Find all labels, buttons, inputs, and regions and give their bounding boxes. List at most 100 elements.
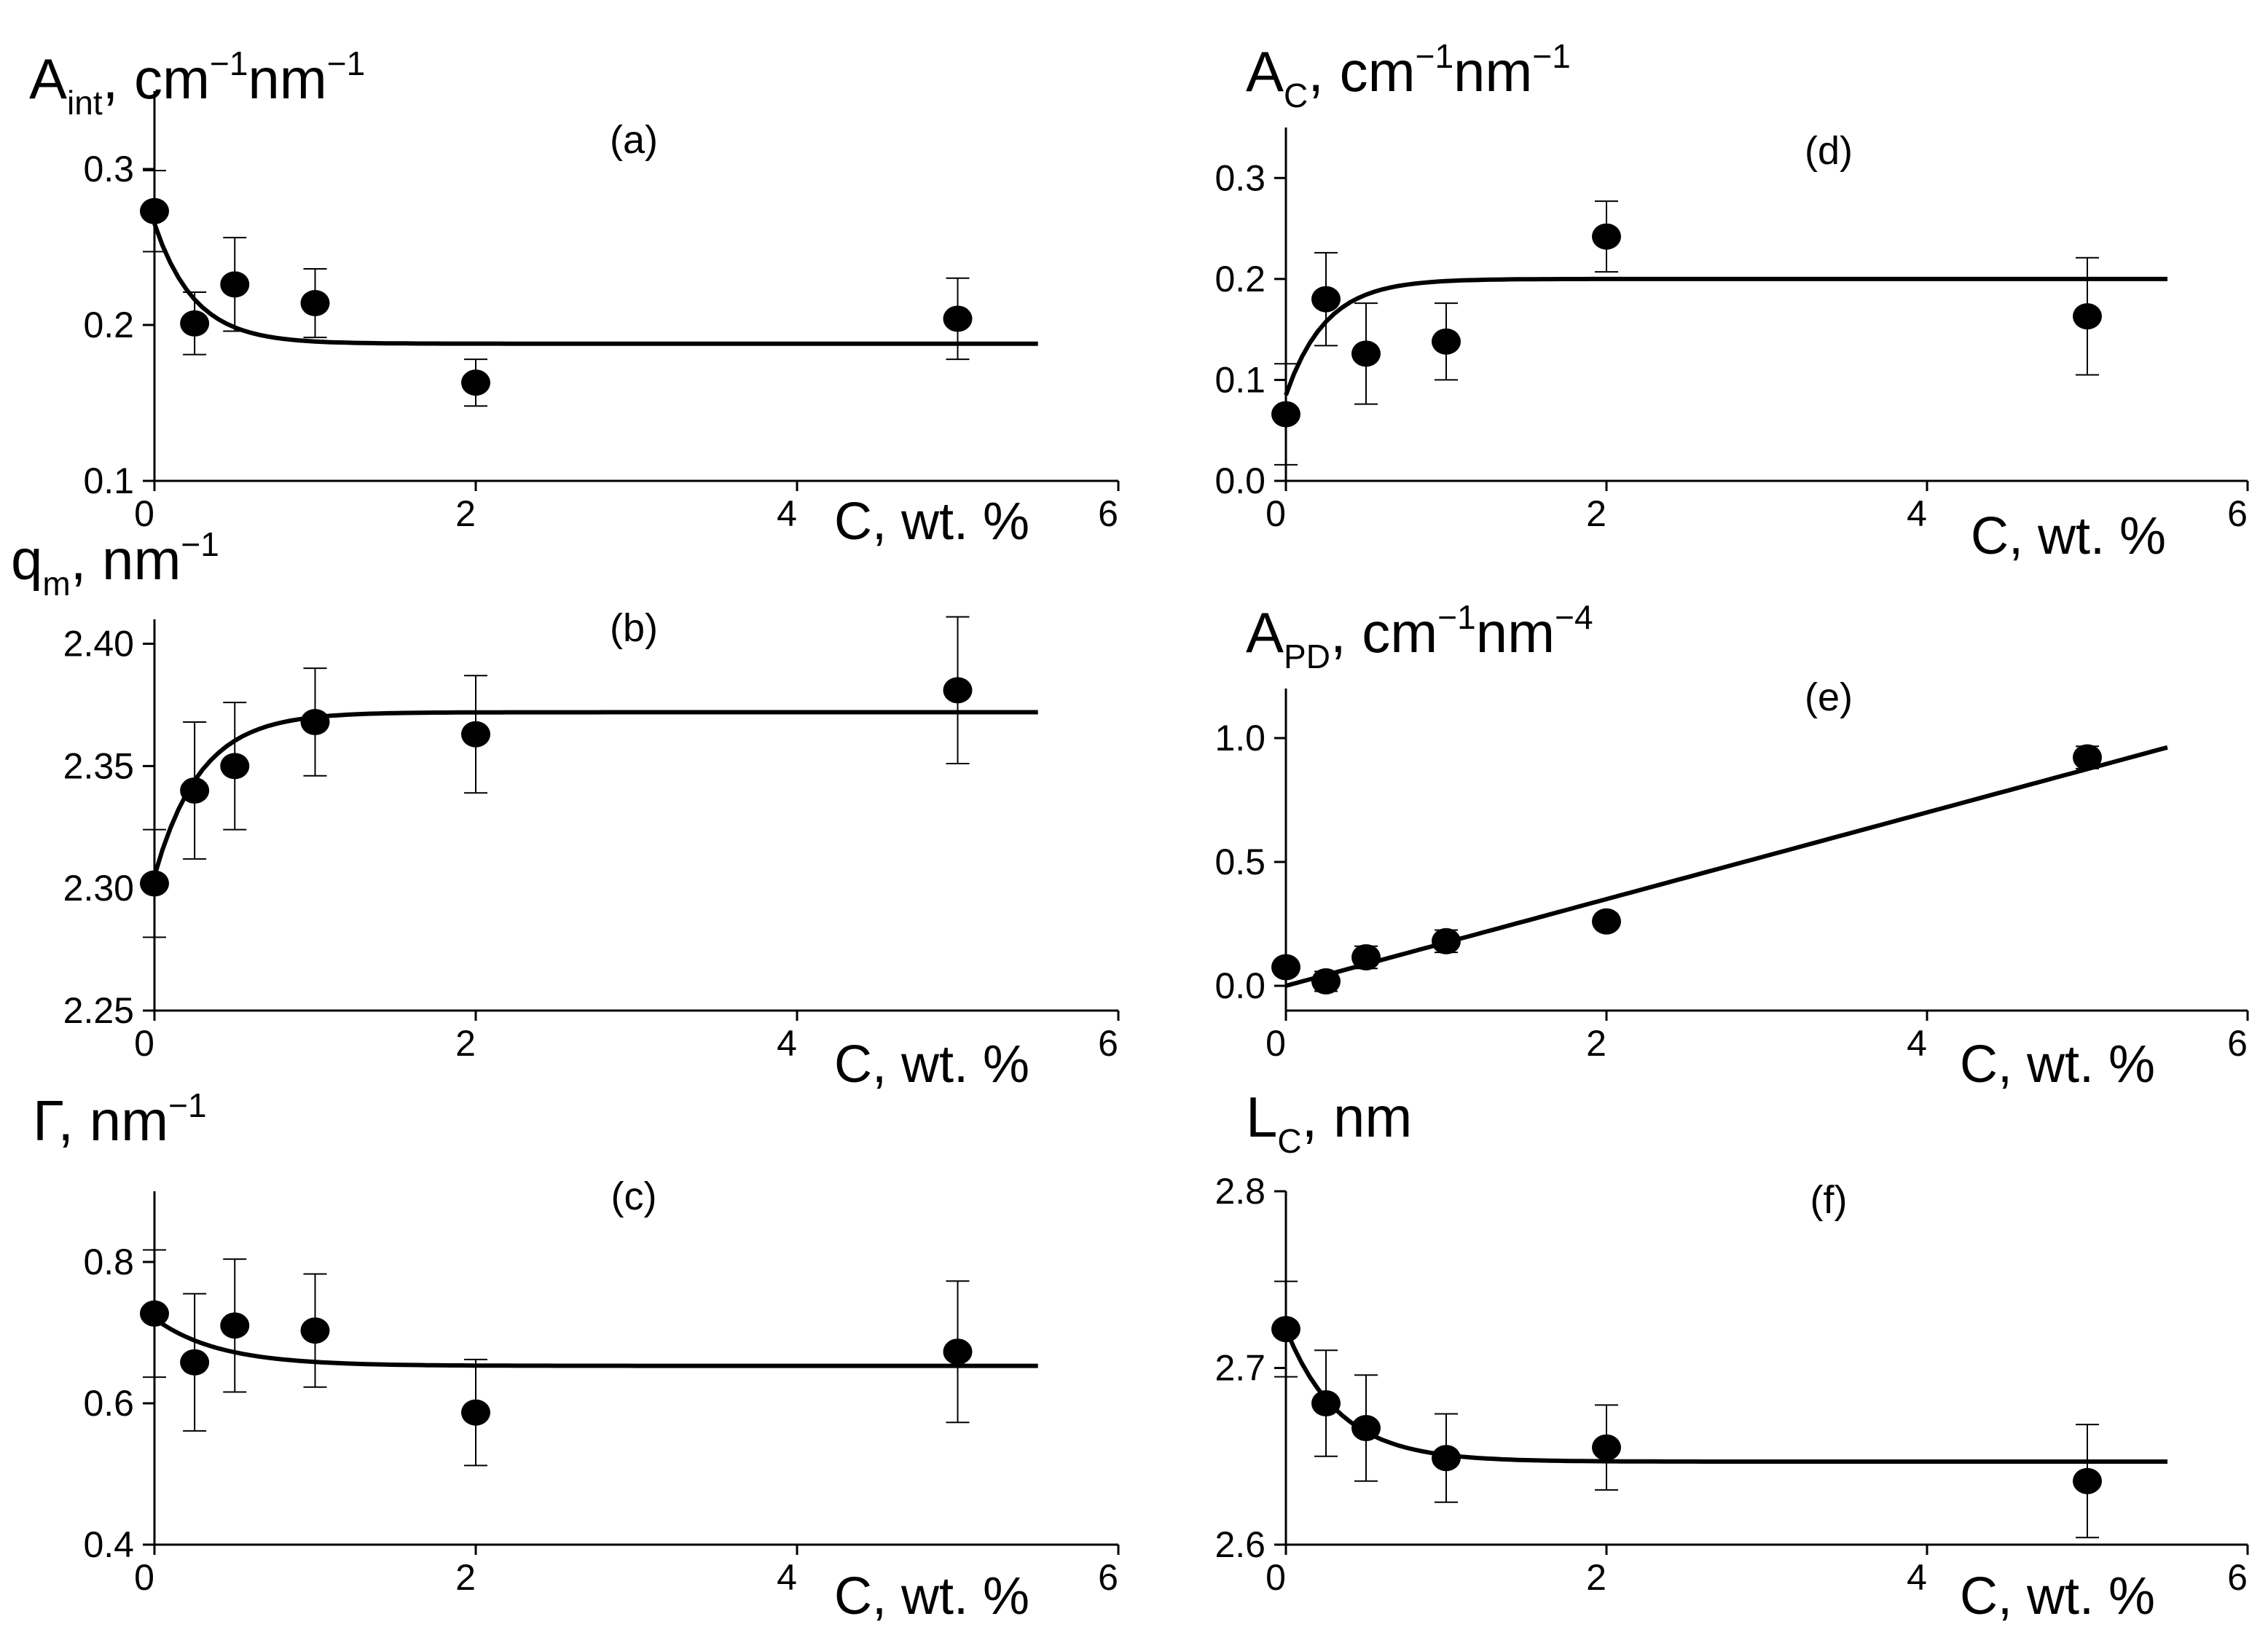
x-tick-label: 2 — [455, 493, 476, 534]
data-point — [1311, 1390, 1341, 1416]
data-point — [1271, 1316, 1300, 1343]
data-point — [1592, 1434, 1621, 1461]
y-tick-label: 2.30 — [63, 868, 134, 909]
axes-e — [1284, 689, 2248, 1012]
x-tick-label: 2 — [455, 1023, 476, 1064]
data-point — [461, 369, 490, 396]
y-tick-label: 2.7 — [1215, 1348, 1266, 1389]
panel-b: 0 2 4 6 2.25 2.30 2.35 2.40 (b) qm, nm−1 C, wt. % — [11, 525, 1120, 1094]
x-tick-label: 6 — [2227, 493, 2248, 534]
y-axis-title-b: qm, nm−1 — [11, 525, 219, 603]
x-axis-title-b: C, wt. % — [834, 1035, 1029, 1094]
x-tick-label: 2 — [1586, 1557, 1606, 1598]
x-tick-label: 6 — [1098, 1023, 1118, 1064]
y-axis-title-f: LC, nm — [1246, 1085, 1412, 1160]
y-tick-label: 0.4 — [83, 1524, 134, 1565]
panel-tag-a: (a) — [610, 118, 658, 162]
panel-e: 0 2 4 6 0.0 0.5 1.0 (e) APD, cm−1nm−4 C, wt. % — [1215, 598, 2249, 1094]
data-point — [943, 305, 973, 332]
y-axis-title-a: Aint, cm−1nm−1 — [29, 44, 365, 122]
data-point — [220, 753, 250, 780]
x-axis-title-a: C, wt. % — [834, 493, 1029, 551]
x-axis-title-e: C, wt. % — [1960, 1035, 2155, 1094]
axes-d — [1284, 128, 2248, 482]
data-point — [220, 1312, 250, 1339]
data-point — [943, 1338, 973, 1365]
panel-c: 0 2 4 6 0.4 0.6 0.8 (c) Γ, nm−1 C, wt. % — [33, 1086, 1120, 1626]
x-tick-label: 6 — [1098, 1557, 1118, 1598]
y-tick-label: 2.40 — [63, 624, 134, 664]
data-point — [180, 1349, 210, 1376]
panel-tag-d: (d) — [1805, 129, 1853, 173]
panel-a: 0 2 4 6 0.1 0.2 0.3 (a) Aint, cm−1nm−1 C, wt. % — [29, 44, 1120, 551]
axes-b — [153, 619, 1118, 1012]
data-point — [1432, 1445, 1461, 1472]
panel-tag-c: (c) — [611, 1175, 657, 1218]
x-tick-label: 0 — [1266, 493, 1286, 534]
data-point — [1432, 928, 1461, 954]
y-tick-label: 2.25 — [63, 990, 134, 1031]
x-tick-label: 0 — [134, 1023, 154, 1064]
data-point — [220, 271, 250, 298]
y-tick-label: 0.1 — [83, 460, 134, 501]
y-tick-label: 2.6 — [1215, 1524, 1266, 1565]
fit-line-c — [153, 1317, 1038, 1368]
x-tick-label: 0 — [134, 493, 154, 534]
x-tick-label: 4 — [1907, 1557, 1927, 1598]
data-point — [180, 777, 210, 804]
data-point — [140, 870, 169, 897]
x-tick-label: 4 — [1907, 493, 1927, 534]
x-tick-label: 2 — [1586, 1023, 1606, 1064]
data-point — [1592, 223, 1621, 250]
fit-line-b — [152, 710, 1038, 877]
fit-line-f — [1284, 1328, 2167, 1464]
x-tick-label: 6 — [1098, 493, 1118, 534]
data-point — [1271, 401, 1300, 428]
fit-line-e — [1285, 745, 2168, 988]
x-tick-label: 6 — [2227, 1023, 2248, 1064]
y-tick-label: 0.8 — [83, 1242, 134, 1282]
panel-tag-f: (f) — [1810, 1178, 1848, 1222]
x-tick-label: 2 — [1586, 493, 1606, 534]
y-tick-label: 0.5 — [1215, 842, 1266, 882]
y-tick-label: 0.0 — [1215, 965, 1266, 1006]
y-tick-label: 0.3 — [83, 149, 134, 189]
x-tick-label: 2 — [455, 1557, 476, 1598]
data-point — [1311, 968, 1341, 995]
data-point — [461, 1399, 490, 1426]
data-point — [1351, 944, 1381, 971]
data-point — [1311, 286, 1341, 313]
y-axis-title-e: APD, cm−1nm−4 — [1246, 598, 1593, 675]
y-tick-label: 0.6 — [83, 1383, 134, 1424]
y-tick-label: 0.2 — [83, 305, 134, 345]
y-tick-label: 0.0 — [1215, 460, 1266, 501]
y-axis-title-c: Γ, nm−1 — [33, 1086, 207, 1153]
data-point — [2073, 1467, 2102, 1494]
data-point — [943, 677, 973, 704]
data-point — [2073, 744, 2102, 771]
data-point — [180, 310, 210, 337]
data-point — [461, 721, 490, 748]
data-point — [1592, 908, 1621, 935]
y-tick-label: 2.8 — [1215, 1171, 1266, 1212]
x-tick-label: 0 — [134, 1557, 154, 1598]
x-axis-title-f: C, wt. % — [1960, 1567, 2155, 1626]
x-tick-label: 0 — [1266, 1023, 1286, 1064]
axes-f — [1284, 1191, 2248, 1546]
data-point — [300, 1317, 330, 1344]
fit-line-d — [1284, 276, 2167, 396]
x-tick-label: 4 — [777, 1023, 797, 1064]
x-axis-title-c: C, wt. % — [834, 1567, 1029, 1626]
data-point — [1432, 328, 1461, 355]
fit-line-a — [152, 222, 1038, 346]
x-tick-label: 4 — [1907, 1023, 1927, 1064]
y-tick-label: 2.35 — [63, 745, 134, 786]
panel-tag-b: (b) — [610, 606, 658, 650]
x-axis-title-d: C, wt. % — [1971, 507, 2166, 565]
panel-f: 0 2 4 6 2.6 2.7 2.8 (f) LC, nm C, wt. % — [1215, 1085, 2249, 1626]
data-point — [1351, 1414, 1381, 1441]
y-tick-label: 0.2 — [1215, 259, 1266, 299]
y-tick-label: 0.3 — [1215, 157, 1266, 198]
data-point — [140, 197, 169, 224]
